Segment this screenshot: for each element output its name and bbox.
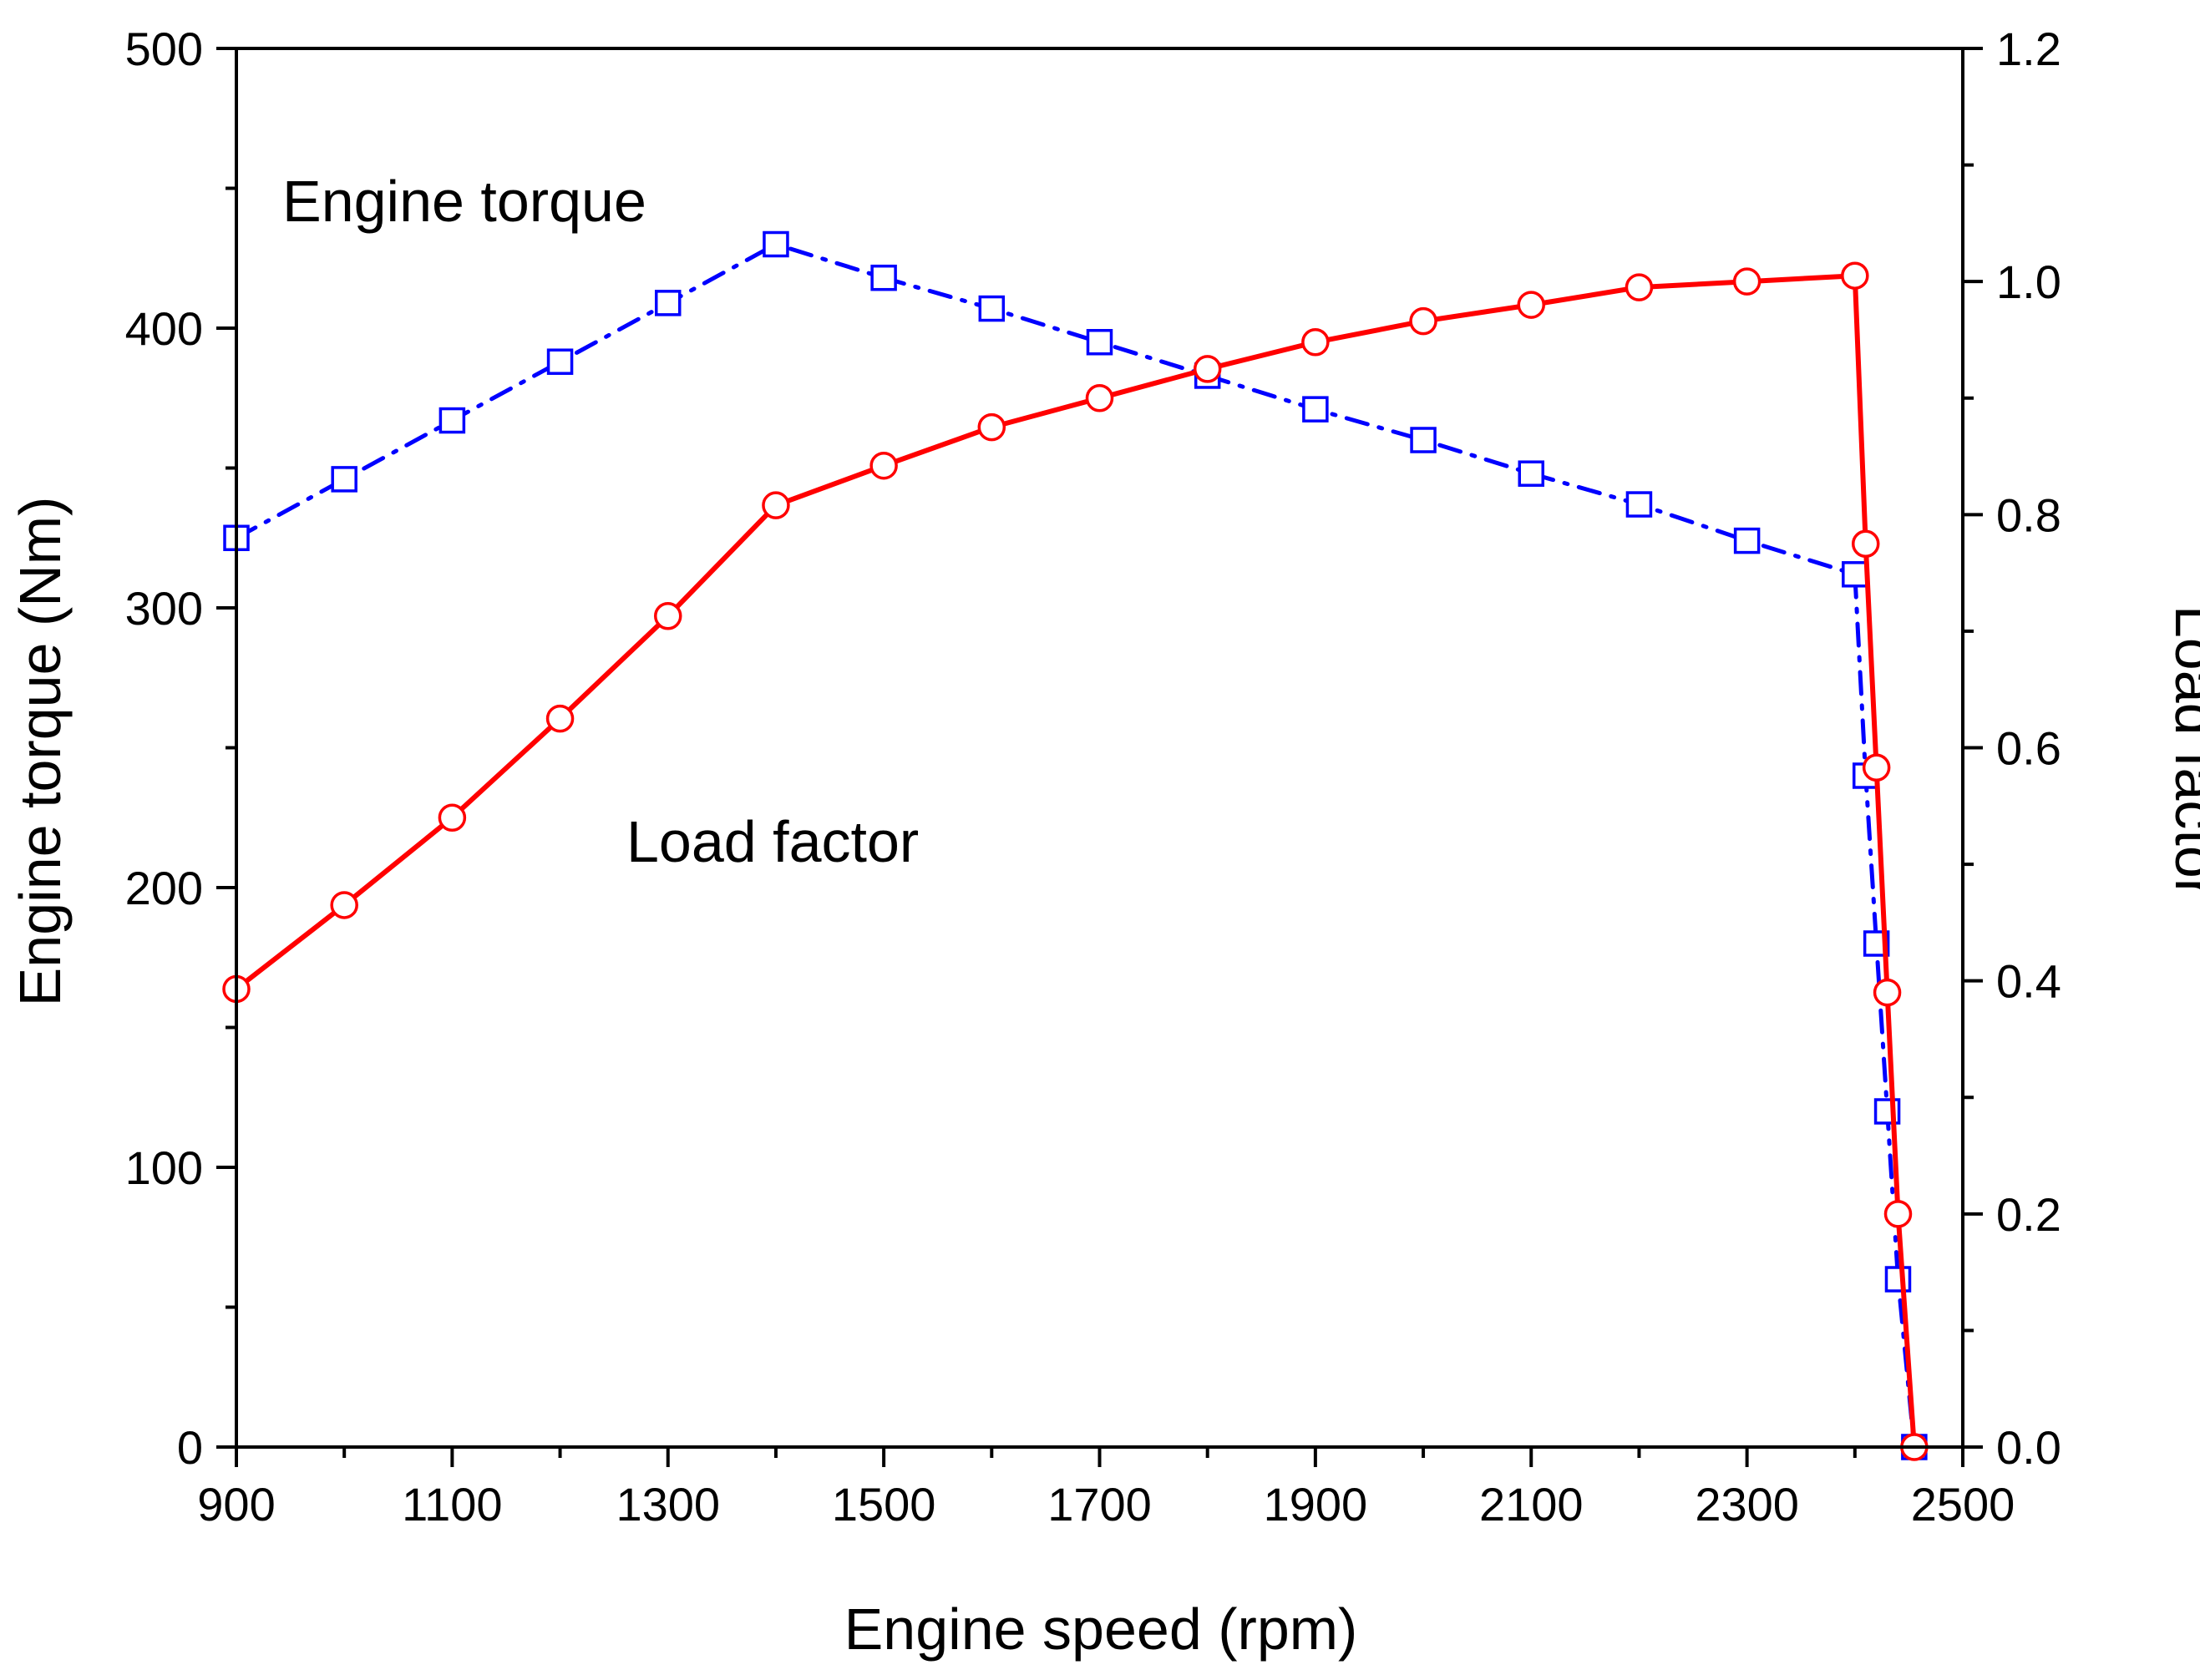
data-point-load-factor <box>330 891 358 919</box>
data-point-load-factor <box>1193 355 1222 383</box>
data-point-load-factor <box>1873 978 1902 1007</box>
y-right-tick-label: 0.4 <box>1996 955 2061 1008</box>
data-point-load-factor <box>762 491 790 519</box>
x-tick-label: 2500 <box>1911 1478 2015 1531</box>
data-point-load-factor <box>1732 267 1762 296</box>
x-tick-label: 900 <box>197 1478 275 1531</box>
axes-layer: 900 1100 1300 1500 1700 1900 2100 2300 2500 0 100 2… <box>125 23 2061 1531</box>
data-point-load-factor <box>438 803 467 832</box>
data-point-load-factor <box>1862 753 1891 782</box>
x-axis-title: Engine speed (rpm) <box>844 1597 1358 1662</box>
data-point-load-factor <box>1883 1200 1913 1228</box>
data-point-engine-torque <box>1625 491 1653 518</box>
y-left-tick-label: 0 <box>177 1421 203 1474</box>
data-point-engine-torque <box>1884 1266 1912 1293</box>
data-point-load-factor <box>977 412 1006 442</box>
x-tick-label: 1100 <box>402 1478 502 1531</box>
data-point-engine-torque <box>1733 527 1761 554</box>
data-point-engine-torque <box>438 407 466 434</box>
y-left-tick-label: 200 <box>125 862 203 914</box>
x-tick-label: 2100 <box>1479 1478 1584 1531</box>
data-point-engine-torque <box>763 230 789 258</box>
data-point-engine-torque <box>870 264 897 291</box>
x-tick-label: 1500 <box>832 1478 936 1531</box>
annotation-load-factor: Load factor <box>626 809 919 874</box>
data-point-load-factor <box>1085 384 1114 412</box>
y-right-tick-label: 0.6 <box>1996 722 2061 775</box>
data-point-load-factor <box>1851 529 1880 558</box>
data-point-load-factor <box>1409 306 1437 336</box>
data-point-engine-torque <box>331 466 357 493</box>
data-point-load-factor <box>1841 261 1869 290</box>
data-point-engine-torque <box>1086 329 1113 356</box>
y-right-tick-label: 1.0 <box>1996 256 2061 308</box>
data-point-engine-torque <box>978 295 1006 322</box>
data-point-engine-torque <box>546 348 574 375</box>
labels-layer: Engine speed (rpm) Engine torque (Nm) Lo… <box>8 169 2200 1662</box>
series-layer <box>222 230 1929 1461</box>
annotation-engine-torque: Engine torque <box>282 169 646 234</box>
y-right-tick-label: 0.0 <box>1996 1421 2061 1474</box>
data-point-load-factor <box>545 704 575 733</box>
y-left-tick-label: 100 <box>125 1141 203 1194</box>
data-point-load-factor <box>1301 328 1330 357</box>
data-point-load-factor <box>869 451 898 480</box>
x-tick-label: 2300 <box>1695 1478 1799 1531</box>
data-point-load-factor <box>1517 291 1545 319</box>
y-right-tick-label: 0.2 <box>1996 1188 2061 1241</box>
data-point-engine-torque <box>1842 561 1868 588</box>
y-left-tick-label: 500 <box>125 23 203 75</box>
data-point-engine-torque <box>1302 396 1329 423</box>
y-left-tick-label: 400 <box>125 302 203 355</box>
y-left-axis-title: Engine torque (Nm) <box>8 497 73 1007</box>
data-point-load-factor <box>1625 273 1654 301</box>
y-right-tick-label: 1.2 <box>1996 23 2061 75</box>
y-right-axis-title: Load factor <box>2163 605 2200 898</box>
x-tick-label: 1900 <box>1264 1478 1368 1531</box>
data-point-engine-torque <box>655 290 682 316</box>
y-left-tick-label: 300 <box>125 582 203 635</box>
x-tick-label: 1700 <box>1047 1478 1152 1531</box>
y-right-tick-label: 0.8 <box>1996 488 2061 541</box>
data-point-engine-torque <box>1410 427 1437 453</box>
data-point-engine-torque <box>1518 460 1544 487</box>
x-tick-label: 1300 <box>616 1478 720 1531</box>
data-point-load-factor <box>654 602 682 630</box>
